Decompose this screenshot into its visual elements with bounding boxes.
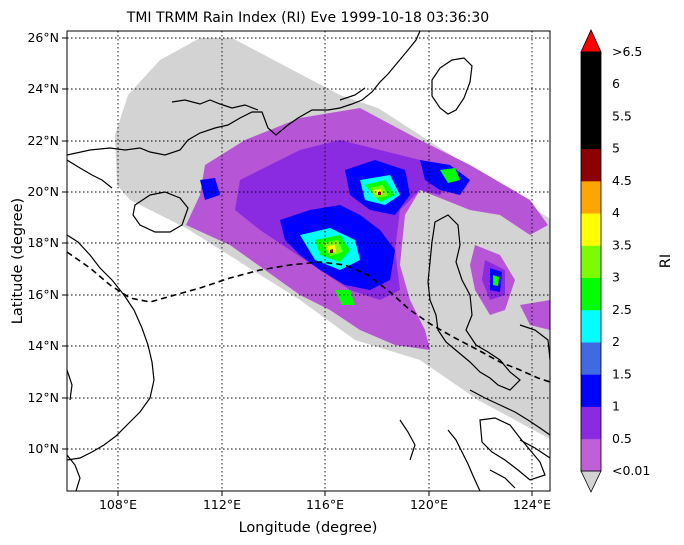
colorbar-bin bbox=[581, 309, 601, 343]
map-frame bbox=[66, 30, 551, 492]
colorbar-under-arrow bbox=[580, 470, 602, 493]
colorbar-top-label: >6.5 bbox=[612, 44, 642, 59]
colorbar-bin bbox=[581, 180, 601, 214]
grid bbox=[67, 31, 550, 491]
colorbar-bin bbox=[581, 374, 601, 407]
colorbar-tick-label: 4.5 bbox=[612, 173, 632, 188]
lat-tick-label: 20°N bbox=[27, 184, 59, 199]
y-axis-label: Latitude (degree) bbox=[10, 198, 26, 324]
rain-field bbox=[186, 108, 550, 350]
colorbar-frame bbox=[580, 51, 602, 472]
lat-tick-label: 22°N bbox=[27, 133, 59, 148]
tick-marks bbox=[62, 37, 533, 496]
colorbar-tick-label: 1.5 bbox=[612, 366, 632, 381]
colorbar-tick-label: 5.5 bbox=[612, 108, 632, 123]
colorbar-tick-label: 4 bbox=[612, 205, 620, 220]
colorbar-tick-label: 1 bbox=[612, 399, 620, 414]
colorbar-label: RI bbox=[658, 254, 674, 268]
colorbar-tick-label: 3.5 bbox=[612, 237, 632, 252]
lat-tick-label: 18°N bbox=[27, 235, 59, 250]
colorbar-bin bbox=[581, 342, 601, 375]
colorbar-tick-label: 2 bbox=[612, 334, 620, 349]
map-title: TMI TRMM Rain Index (RI) Eve 1999-10-18 … bbox=[126, 10, 489, 26]
colorbar-tick-label: 5 bbox=[612, 141, 620, 156]
lat-tick-label: 14°N bbox=[27, 338, 59, 353]
lat-tick-label: 26°N bbox=[27, 30, 59, 45]
luzon-island bbox=[427, 214, 521, 391]
lon-tick-label: 112°E bbox=[203, 497, 241, 512]
coastlines bbox=[67, 31, 550, 491]
lat-tick-label: 24°N bbox=[27, 81, 59, 96]
taiwan-island bbox=[431, 57, 473, 115]
colorbar-bin bbox=[581, 116, 601, 150]
colorbar-bin bbox=[581, 84, 601, 117]
colorbar-bin bbox=[581, 148, 601, 182]
lat-tick-label: 16°N bbox=[27, 287, 59, 302]
lat-tick-label: 10°N bbox=[27, 441, 59, 456]
colorbar-bin bbox=[581, 406, 601, 440]
colorbar: <0.01 0.5 1 1.5 2 2.5 3 3.5 4 4.5 5 5.5 6 >6.5 bbox=[580, 29, 650, 493]
colorbar-tick-label: 0.5 bbox=[612, 431, 632, 446]
lon-tick-label: 116°E bbox=[306, 497, 344, 512]
colorbar-bin bbox=[581, 52, 601, 85]
lon-tick-label: 124°E bbox=[513, 497, 551, 512]
lon-tick-label: 108°E bbox=[99, 497, 137, 512]
colorbar-tick-label: 6 bbox=[612, 76, 620, 91]
lon-tick-label: 120°E bbox=[410, 497, 448, 512]
colorbar-over-arrow bbox=[580, 29, 602, 53]
colorbar-bin bbox=[581, 245, 601, 279]
map-area bbox=[67, 31, 550, 491]
x-axis-label: Longitude (degree) bbox=[239, 520, 378, 536]
colorbar-bin bbox=[581, 213, 601, 246]
colorbar-bin bbox=[581, 277, 601, 311]
colorbar-tick-label: 3 bbox=[612, 270, 620, 285]
colorbar-bin bbox=[581, 438, 601, 472]
colorbar-tick-label: 2.5 bbox=[612, 302, 632, 317]
storm-track bbox=[67, 251, 550, 383]
hainan-island bbox=[132, 191, 189, 233]
colorbar-tick-label: <0.01 bbox=[612, 463, 650, 478]
lat-tick-label: 12°N bbox=[27, 390, 59, 405]
